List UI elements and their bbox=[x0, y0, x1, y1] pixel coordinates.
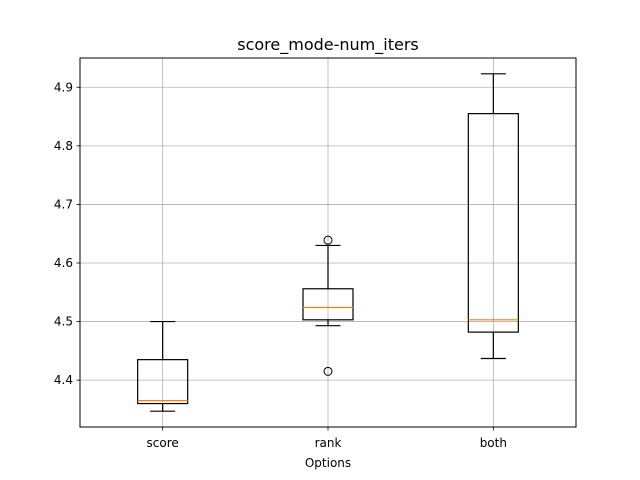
x-tick-label-rank: rank bbox=[315, 436, 342, 450]
box-both bbox=[467, 73, 519, 360]
x-tick-label-both: both bbox=[480, 436, 507, 450]
y-tick-label: 4.9 bbox=[54, 80, 73, 94]
y-tick-label: 4.8 bbox=[54, 139, 73, 153]
box-plots bbox=[137, 73, 519, 412]
y-tick-label: 4.7 bbox=[54, 197, 73, 211]
flier-point bbox=[323, 235, 333, 245]
x-tick-label-score: score bbox=[147, 436, 179, 450]
y-tick-label: 4.4 bbox=[54, 373, 73, 387]
flier-point bbox=[323, 366, 333, 376]
box-score bbox=[137, 320, 189, 412]
y-tick-label: 4.5 bbox=[54, 315, 73, 329]
x-axis-label: Options bbox=[305, 456, 351, 470]
box-rank bbox=[302, 235, 354, 376]
axis-ticks: 4.4 4.5 4.6 4.7 4.8 4.9 score rank both bbox=[54, 80, 507, 450]
chart-title: score_mode-num_iters bbox=[237, 35, 418, 55]
y-tick-label: 4.6 bbox=[54, 256, 73, 270]
